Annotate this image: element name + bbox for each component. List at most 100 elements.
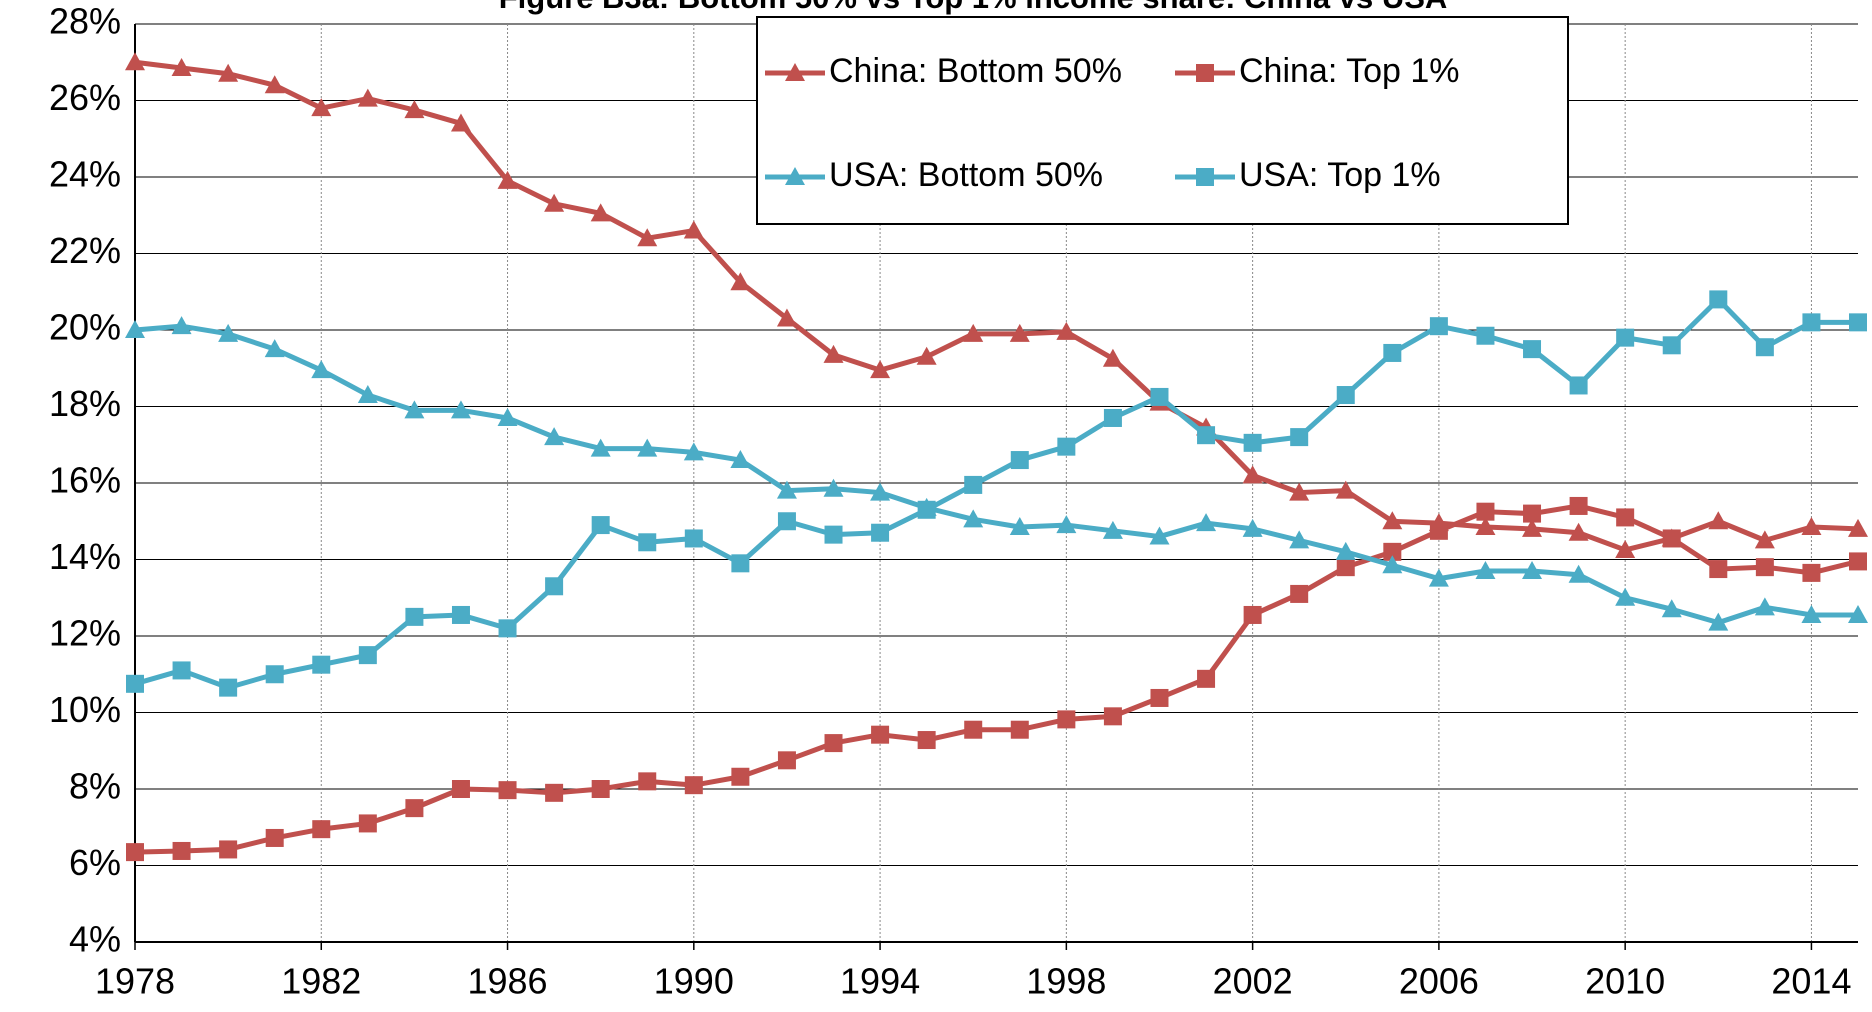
marker [824, 734, 843, 753]
marker [544, 193, 565, 212]
marker [591, 780, 610, 798]
marker [357, 88, 378, 107]
marker [1709, 290, 1728, 309]
marker [545, 783, 564, 802]
marker [357, 385, 378, 404]
legend-box [756, 16, 1569, 225]
marker [1010, 451, 1029, 470]
marker [171, 57, 192, 76]
marker [638, 533, 657, 552]
marker [916, 346, 937, 365]
marker [683, 442, 704, 461]
x-tick-label: 1998 [1026, 961, 1106, 1002]
marker [1662, 529, 1681, 548]
marker [964, 475, 983, 494]
marker [683, 220, 704, 239]
marker [1103, 707, 1122, 726]
marker [1523, 504, 1542, 523]
series-line [134, 323, 1858, 626]
marker [1523, 340, 1542, 359]
marker [312, 820, 331, 839]
marker [823, 344, 844, 363]
marker [1428, 568, 1449, 587]
marker [1009, 323, 1030, 342]
y-tick-label: 14% [49, 536, 121, 577]
marker [1802, 313, 1821, 332]
marker [1242, 465, 1263, 484]
marker [1102, 348, 1123, 367]
marker [776, 308, 797, 327]
marker [637, 438, 658, 457]
legend-marker [1196, 64, 1214, 82]
marker [777, 751, 796, 770]
marker [870, 360, 891, 379]
marker [311, 360, 332, 379]
marker [1801, 604, 1822, 623]
marker [1289, 530, 1310, 549]
marker [1336, 386, 1355, 405]
y-tick-label: 8% [69, 766, 121, 807]
marker [731, 554, 750, 573]
marker [1243, 433, 1262, 452]
legend-label: China: Top 1% [1239, 52, 1460, 90]
marker [451, 780, 470, 798]
marker [1429, 521, 1448, 540]
marker [218, 63, 239, 82]
legend-marker [1196, 168, 1214, 186]
marker [1569, 376, 1588, 395]
marker [1383, 542, 1402, 561]
marker [219, 678, 238, 697]
marker [1848, 604, 1868, 623]
marker [1150, 688, 1169, 707]
marker [871, 523, 890, 542]
marker [637, 228, 658, 247]
marker [1103, 408, 1122, 427]
marker [1569, 496, 1588, 515]
marker [172, 841, 191, 860]
marker [871, 725, 890, 744]
marker [126, 843, 144, 862]
marker [776, 480, 797, 499]
marker [638, 772, 657, 791]
marker [497, 407, 518, 426]
legend-label: USA: Bottom 50% [829, 156, 1103, 194]
marker [498, 781, 517, 800]
marker [1568, 564, 1589, 583]
marker [497, 170, 518, 189]
marker [1568, 522, 1589, 541]
marker [1476, 326, 1495, 345]
marker [1197, 669, 1216, 688]
marker [590, 438, 611, 457]
marker [172, 661, 191, 680]
series-line [134, 296, 1858, 691]
y-tick-label: 6% [69, 842, 121, 883]
marker [1849, 552, 1867, 571]
y-tick-label: 28% [49, 1, 121, 42]
marker [684, 529, 703, 548]
marker [684, 776, 703, 795]
series-line [134, 503, 1859, 855]
marker [1056, 515, 1077, 534]
x-tick-label: 1978 [95, 961, 175, 1002]
marker [1848, 518, 1868, 537]
marker [312, 655, 331, 674]
marker [450, 400, 471, 419]
marker [219, 840, 238, 859]
marker [1755, 338, 1774, 357]
marker [1754, 530, 1775, 549]
marker [1475, 516, 1496, 535]
marker [1616, 508, 1635, 527]
legend: China: Bottom 50% China: Top 1% USA: Botto… [756, 16, 1569, 225]
x-tick-label: 2002 [1213, 961, 1293, 1002]
legend-label: China: Bottom 50% [829, 52, 1122, 90]
marker [404, 100, 425, 119]
marker [590, 203, 611, 222]
marker [1289, 482, 1310, 501]
x-tick-label: 1982 [281, 961, 361, 1002]
marker [1009, 516, 1030, 535]
marker [1522, 560, 1543, 579]
marker [823, 478, 844, 497]
marker [405, 799, 424, 818]
marker [1335, 541, 1356, 560]
